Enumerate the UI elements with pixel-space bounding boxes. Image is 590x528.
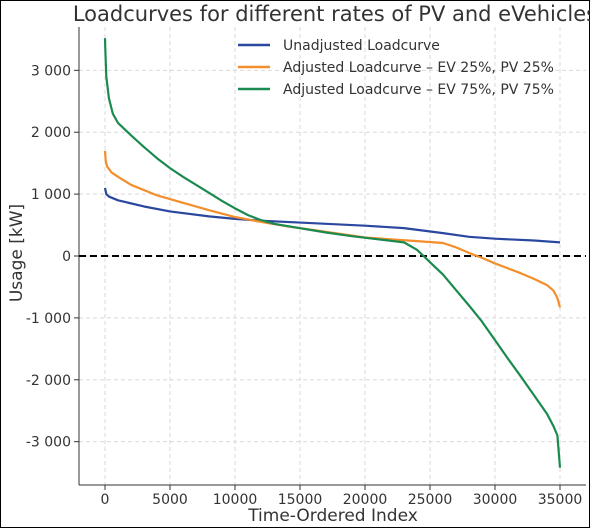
- y-tick-label: 0: [62, 249, 71, 265]
- x-tick-label: 20000: [343, 492, 388, 508]
- y-tick-label: 2 000: [31, 125, 71, 141]
- x-tick-label: 35000: [538, 492, 583, 508]
- legend: Unadjusted Loadcurve Adjusted Loadcurve –…: [238, 38, 554, 98]
- y-tick-label: -1 000: [26, 311, 71, 327]
- series-line-1: [103, 187, 561, 244]
- legend-label-1: Unadjusted Loadcurve: [283, 38, 440, 54]
- y-tick-label: -3 000: [26, 435, 71, 451]
- legend-label-2: Adjusted Loadcurve – EV 25%, PV 25%: [283, 60, 554, 76]
- grid-layer: [79, 27, 586, 485]
- x-tick-label: 10000: [213, 492, 258, 508]
- y-axis-label: Usage [kW]: [7, 204, 27, 302]
- x-tick-label: 25000: [408, 492, 453, 508]
- y-tick-label: 1 000: [31, 187, 71, 203]
- legend-label-3: Adjusted Loadcurve – EV 75%, PV 75%: [283, 82, 554, 98]
- series-layer: [79, 38, 586, 468]
- axes-layer: 0 5000 10000 15000 20000 25000 30000 35000 3 000…: [26, 27, 586, 508]
- x-axis-label: Time-Ordered Index: [247, 506, 418, 526]
- x-tick-label: 5000: [152, 492, 188, 508]
- series-line-3: [103, 38, 562, 468]
- chart-title: Loadcurves for different rates of PV and…: [73, 2, 590, 26]
- y-tick-label: 3 000: [31, 63, 71, 79]
- x-tick-label: 15000: [278, 492, 323, 508]
- series-line-2: [103, 150, 562, 308]
- x-tick-label: 30000: [473, 492, 518, 508]
- x-tick-label: 0: [101, 492, 110, 508]
- y-tick-label: -2 000: [26, 373, 71, 389]
